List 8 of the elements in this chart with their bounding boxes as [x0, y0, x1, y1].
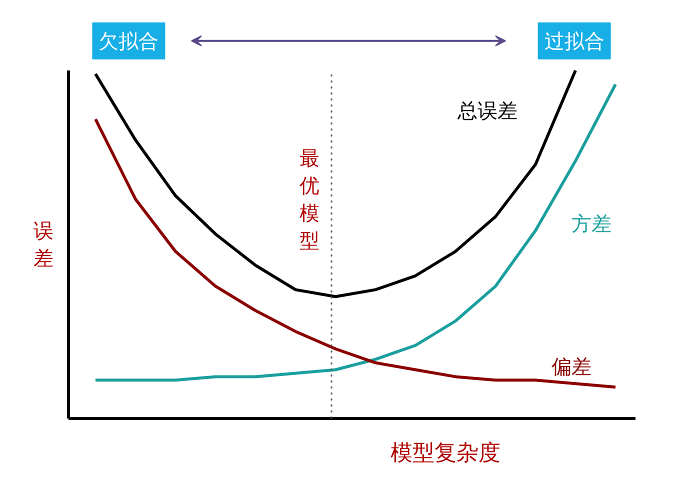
series-label: 总误差: [456, 98, 518, 122]
y-axis-title: 误差: [34, 218, 54, 270]
series-label: 方差: [572, 212, 612, 236]
series-label: 偏差: [552, 354, 592, 378]
text: 欠拟合: [98, 28, 159, 53]
x-axis-title: 模型复杂度: [390, 440, 500, 466]
annotation: 最优模型: [300, 146, 320, 253]
text: 过拟合: [544, 28, 604, 53]
